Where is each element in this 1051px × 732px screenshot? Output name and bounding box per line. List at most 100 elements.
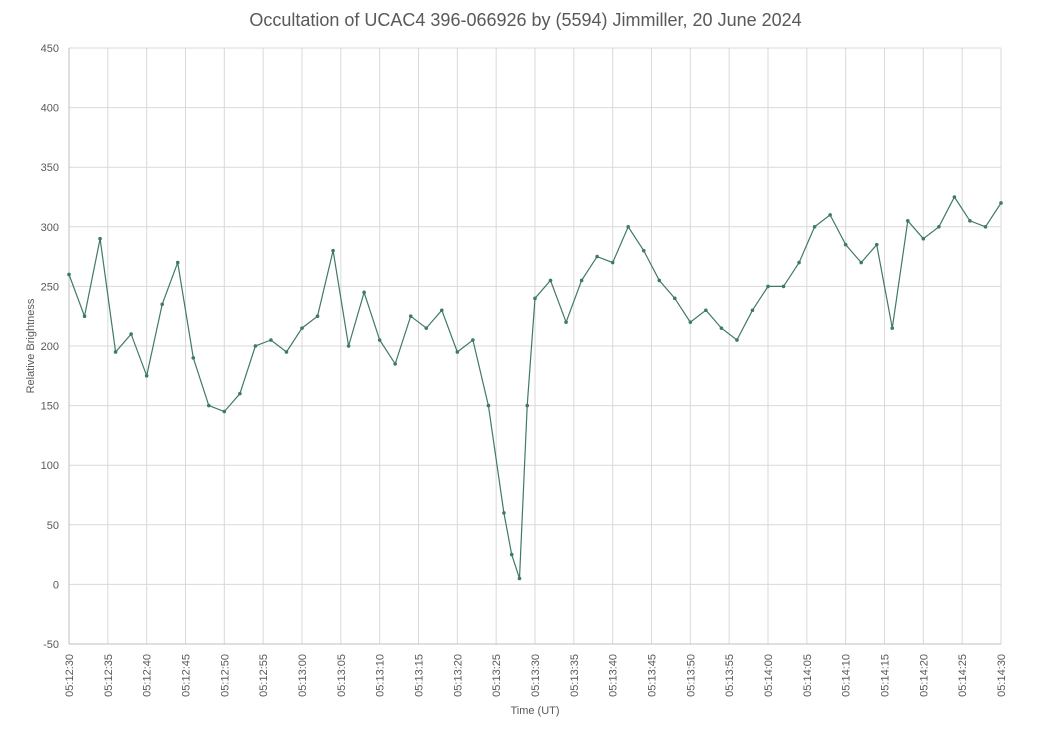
series-point — [471, 338, 475, 342]
series-point — [191, 356, 196, 360]
x-tick-label: 05:13:10 — [375, 654, 387, 697]
x-tick-label: 05:14:30 — [996, 654, 1008, 697]
series-point — [362, 290, 366, 295]
x-tick-label: 05:13:35 — [569, 654, 581, 697]
y-axis-title: Relative Brightness — [25, 298, 37, 394]
series-point — [393, 362, 398, 366]
series-point — [890, 326, 895, 330]
series-point — [424, 326, 429, 330]
x-tick-label: 05:13:25 — [491, 654, 503, 697]
series-point — [735, 338, 739, 342]
series-point — [641, 248, 646, 253]
series-point — [207, 403, 211, 408]
series-point — [859, 260, 863, 265]
series-point — [673, 296, 677, 301]
y-tick-label: 450 — [41, 43, 59, 55]
x-tick-label: 05:14:20 — [918, 654, 930, 697]
series-point — [509, 552, 514, 557]
y-tick-label: 350 — [41, 162, 59, 174]
series-point — [346, 344, 351, 348]
series-point — [408, 314, 413, 319]
series-point — [331, 248, 335, 253]
x-tick-label: 05:12:35 — [103, 654, 115, 697]
x-tick-label: 05:13:40 — [608, 654, 620, 697]
y-tick-label: 400 — [41, 103, 59, 115]
series-point — [238, 391, 242, 396]
series-point — [579, 278, 584, 283]
y-tick-label: -50 — [43, 639, 59, 651]
x-tick-label: 05:13:55 — [724, 654, 736, 697]
series-point — [175, 260, 180, 265]
series-point — [98, 236, 102, 241]
series-point — [284, 350, 289, 354]
series-point — [440, 308, 444, 313]
series-point — [129, 332, 133, 336]
series-point — [828, 213, 832, 217]
series-point — [595, 254, 599, 259]
x-tick-label: 05:13:30 — [530, 654, 542, 697]
series-point — [269, 338, 273, 342]
series-point — [657, 278, 662, 283]
series-point — [906, 219, 910, 223]
series-point — [455, 350, 460, 354]
y-tick-label: 150 — [41, 401, 59, 413]
x-axis-title: Time (UT) — [510, 705, 560, 717]
series-point — [67, 272, 71, 277]
series-point — [983, 225, 988, 229]
x-tick-label: 05:12:50 — [219, 654, 231, 697]
series-point — [688, 320, 693, 324]
y-tick-label: 50 — [47, 520, 59, 532]
y-tick-label: 250 — [41, 281, 59, 293]
series-point — [564, 320, 568, 324]
series-point — [797, 260, 801, 265]
series-point — [968, 219, 972, 223]
series-point — [517, 576, 522, 581]
series-point — [144, 374, 149, 378]
series-point — [486, 403, 491, 408]
series-point — [300, 326, 304, 330]
series-point — [812, 225, 817, 229]
series-point — [719, 326, 724, 330]
x-tick-label: 05:13:05 — [336, 654, 348, 697]
series-point — [610, 260, 615, 265]
x-tick-label: 05:14:10 — [841, 654, 853, 697]
chart-title: Occultation of UCAC4 396-066926 by (5594… — [249, 10, 802, 30]
x-tick-label: 05:14:05 — [802, 654, 814, 697]
series-point — [82, 314, 87, 319]
x-tick-label: 05:12:55 — [258, 654, 270, 697]
series-point — [525, 403, 530, 408]
series-point — [952, 195, 957, 199]
series-point — [315, 314, 320, 319]
series-point — [766, 284, 770, 289]
series-point — [548, 278, 553, 283]
series-point — [937, 225, 941, 229]
x-tick-label: 05:14:00 — [763, 654, 775, 697]
x-tick-label: 05:13:00 — [297, 654, 309, 697]
series-point — [781, 284, 786, 289]
series-point — [750, 308, 755, 313]
series-point — [222, 409, 227, 414]
x-tick-label: 05:12:40 — [142, 654, 154, 697]
x-tick-label: 05:13:50 — [685, 654, 697, 697]
x-tick-label: 05:12:30 — [64, 654, 76, 697]
x-tick-label: 05:12:45 — [181, 654, 193, 697]
y-tick-label: 100 — [41, 460, 59, 472]
y-tick-label: 200 — [41, 341, 59, 353]
series-point — [999, 201, 1003, 205]
x-tick-label: 05:13:45 — [647, 654, 659, 697]
series-point — [921, 236, 926, 241]
series-point — [704, 308, 708, 313]
series-point — [626, 225, 630, 229]
series-point — [253, 344, 258, 348]
series-point — [502, 511, 506, 515]
x-tick-label: 05:13:15 — [414, 654, 426, 697]
series-point — [874, 242, 879, 247]
series-point — [533, 296, 537, 301]
series-point — [377, 338, 382, 342]
x-tick-label: 05:13:20 — [452, 654, 464, 697]
series-point — [843, 242, 848, 247]
x-tick-label: 05:14:15 — [880, 654, 892, 697]
x-tick-label: 05:14:25 — [957, 654, 969, 697]
